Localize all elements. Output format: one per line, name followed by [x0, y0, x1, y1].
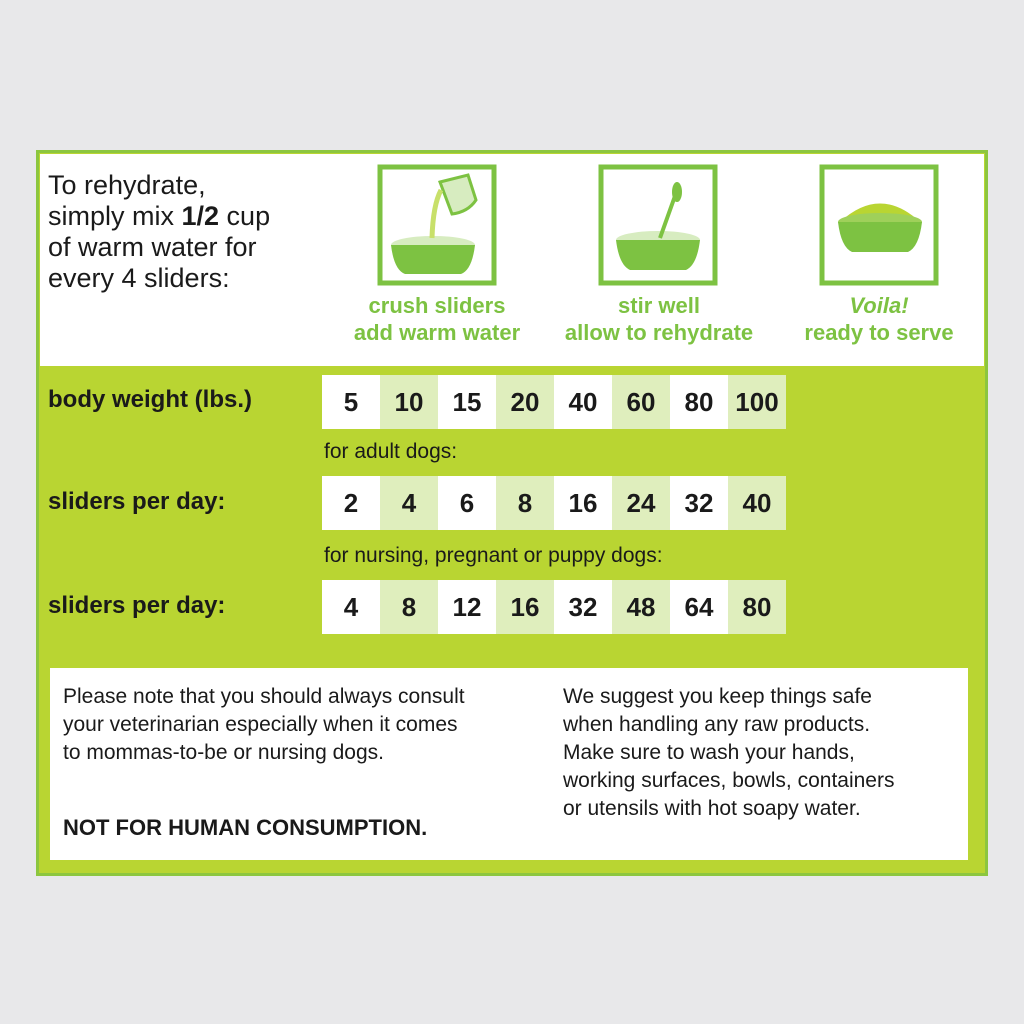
table-cell: 2: [322, 476, 380, 530]
note-line: your veterinarian especially when it com…: [63, 713, 458, 736]
table-cell: 4: [380, 476, 438, 530]
note-line: Make sure to wash your hands,: [563, 741, 855, 764]
table-cell: 80: [728, 580, 786, 634]
step-label: allow to rehydrate: [564, 320, 754, 345]
table-cell: 12: [438, 580, 496, 634]
table-cell: 5: [322, 375, 380, 429]
table-cell: 32: [670, 476, 728, 530]
note-line: Please note that you should always consu…: [63, 685, 465, 708]
table-cell: 4: [322, 580, 380, 634]
table-cell: 32: [554, 580, 612, 634]
table-cell: 100: [728, 375, 786, 429]
table-cell: 16: [554, 476, 612, 530]
table-cell: 10: [380, 375, 438, 429]
notes-section: [50, 668, 968, 860]
note-line: working surfaces, bowls, containers: [563, 769, 895, 792]
intro-text: cup: [219, 201, 271, 231]
row-label: sliders per day:: [48, 592, 226, 619]
step-label: ready to serve: [804, 320, 954, 345]
table-cell: 15: [438, 375, 496, 429]
note-line: to mommas-to-be or nursing dogs.: [63, 741, 384, 764]
row-label: sliders per day:: [48, 488, 226, 515]
table-cell: 16: [496, 580, 554, 634]
note-line: or utensils with hot soapy water.: [563, 797, 861, 820]
step-label: crush sliders: [368, 293, 506, 318]
table-cell: 20: [496, 375, 554, 429]
intro-text: simply mix: [48, 201, 182, 231]
intro-line: To rehydrate,: [48, 170, 206, 201]
row-label: body weight (lbs.): [48, 386, 252, 413]
step-label: stir well: [618, 293, 700, 318]
table-cell: 40: [728, 476, 786, 530]
warning: NOT FOR HUMAN CONSUMPTION.: [63, 815, 428, 840]
intro-line: every 4 sliders:: [48, 263, 230, 294]
row-note: for nursing, pregnant or puppy dogs:: [324, 544, 663, 567]
intro-line: simply mix 1/2 cup: [48, 201, 270, 232]
table-cell: 64: [670, 580, 728, 634]
table-cell: 8: [380, 580, 438, 634]
intro-text: To rehydrate,: [48, 170, 206, 200]
table-cell: 60: [612, 375, 670, 429]
icon-serve: [819, 164, 939, 286]
intro-text: of warm water for: [48, 232, 257, 262]
intro-text: every 4 sliders:: [48, 263, 230, 293]
table-cell: 48: [612, 580, 670, 634]
icon-crush: [377, 164, 497, 286]
table-cell: 80: [670, 375, 728, 429]
note-line: We suggest you keep things safe: [563, 685, 872, 708]
table-cell: 24: [612, 476, 670, 530]
step-label: Voila!: [849, 293, 909, 318]
note-line: when handling any raw products.: [563, 713, 871, 736]
step-label: add warm water: [353, 320, 521, 345]
icon-stir: [598, 164, 718, 286]
intro-text: 1/2: [181, 201, 220, 231]
intro-line: of warm water for: [48, 232, 257, 263]
table-cell: 8: [496, 476, 554, 530]
table-cell: 40: [554, 375, 612, 429]
table-cell: 6: [438, 476, 496, 530]
row-note: for adult dogs:: [324, 440, 458, 463]
